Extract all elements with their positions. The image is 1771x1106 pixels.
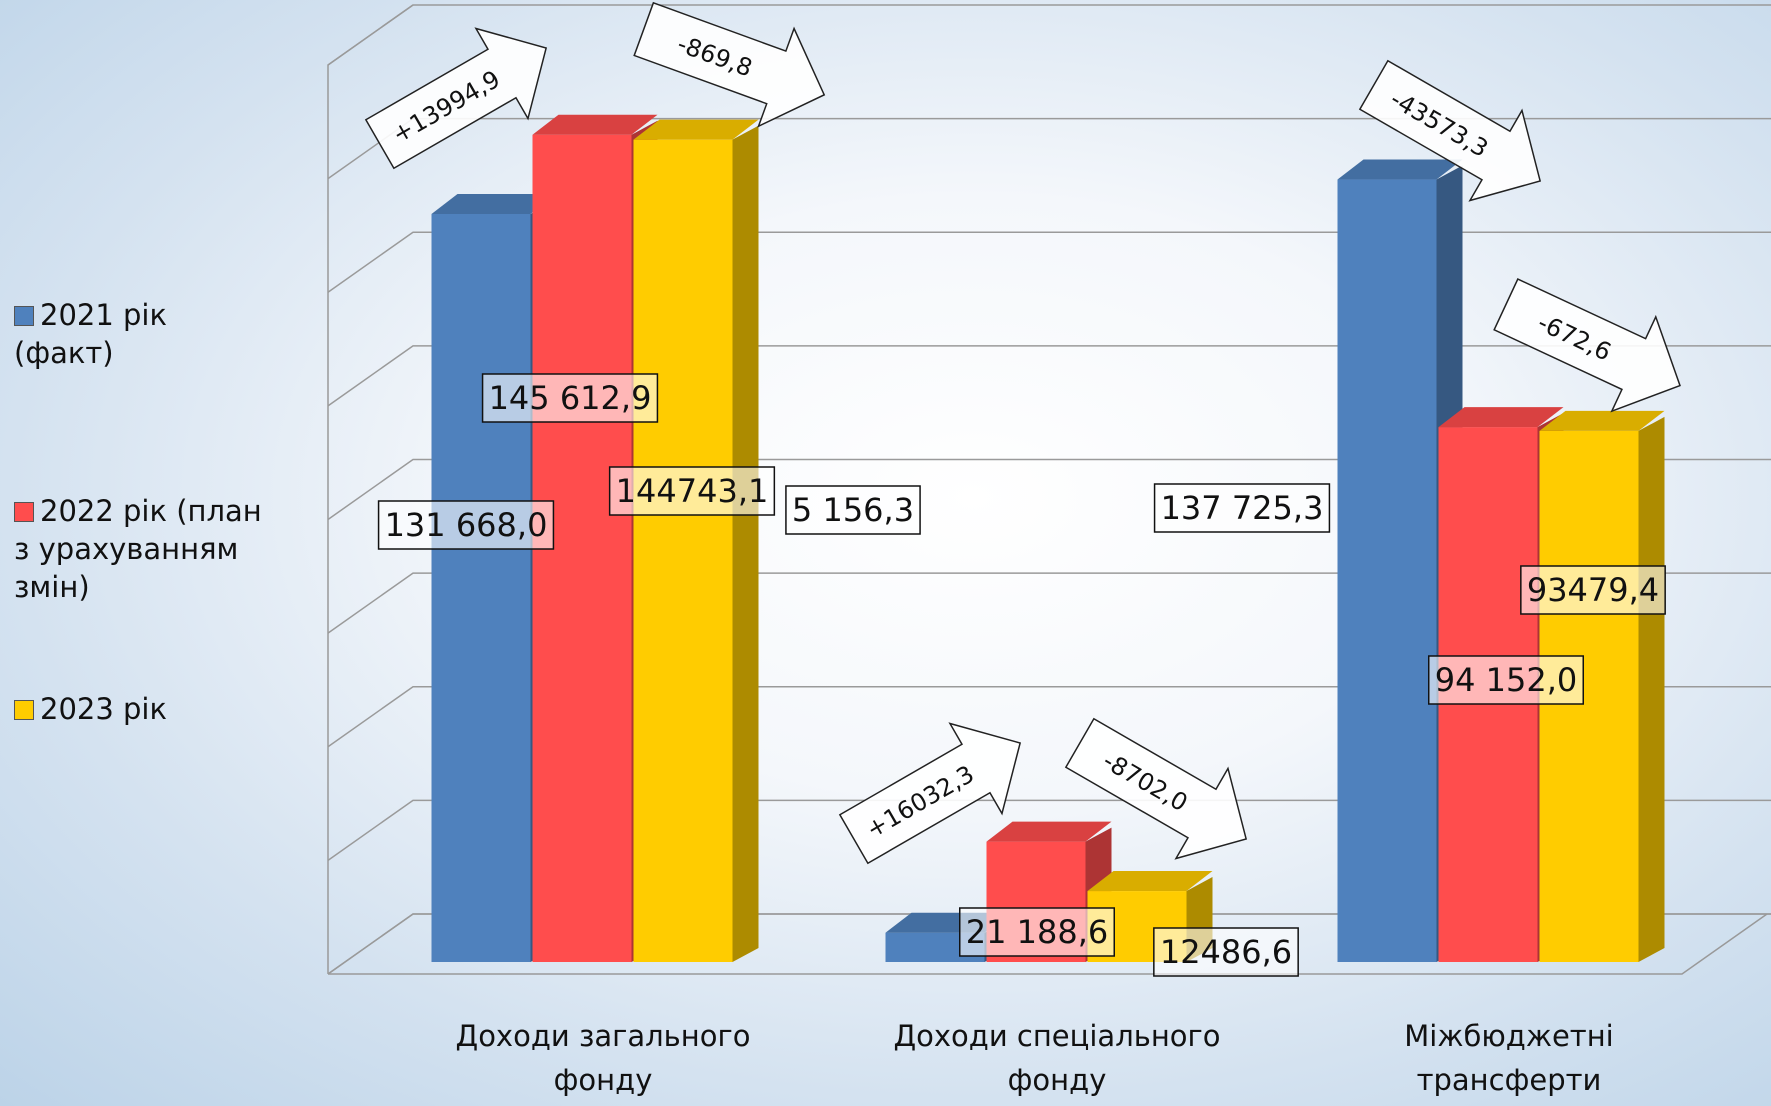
bar-top — [1087, 871, 1213, 892]
legend-swatch — [14, 306, 34, 326]
x-tick-label: Доходи загального фонду — [455, 1019, 751, 1097]
legend-item: 2023 рік — [14, 690, 264, 728]
bar — [633, 139, 733, 962]
bar-side — [1638, 416, 1665, 962]
bar-top — [1438, 407, 1564, 428]
value-label-box — [608, 466, 776, 516]
value-label-text: 145 612,9 — [489, 379, 652, 417]
legend-label: 2023 рік — [40, 692, 168, 726]
arrow-shape — [364, 27, 548, 170]
legend-item: 2022 рік (план з урахуванням змін) — [14, 492, 264, 606]
value-label-text: 131 668,0 — [385, 506, 548, 544]
value-label-box — [785, 485, 921, 535]
value-label: 94 152,0 — [1428, 655, 1584, 705]
value-label-box — [1520, 565, 1666, 615]
value-label: 12486,6 — [1153, 927, 1299, 977]
value-label-text: 12486,6 — [1160, 933, 1292, 971]
value-label-text: 137 725,3 — [1161, 489, 1324, 527]
grid-line — [327, 913, 1771, 975]
bar-top — [431, 193, 557, 214]
grid-line — [327, 686, 1771, 748]
value-label: 93479,4 — [1520, 565, 1666, 615]
bar-side — [732, 125, 759, 962]
value-label: 131 668,0 — [377, 500, 555, 550]
grid-line — [327, 799, 1771, 861]
value-label-text: 21 188,6 — [966, 913, 1109, 951]
value-label-box — [959, 907, 1115, 957]
bar — [431, 213, 531, 962]
bar — [1337, 179, 1437, 962]
value-label-box — [1153, 927, 1299, 977]
value-label-box — [377, 500, 555, 550]
value-label: 145 612,9 — [481, 373, 659, 423]
legend-swatch — [14, 502, 34, 522]
bar-top — [1337, 159, 1463, 180]
legend-swatch — [14, 700, 34, 720]
arrow-shape — [1493, 278, 1681, 413]
value-label-box — [481, 373, 659, 423]
arrow-shape — [838, 722, 1022, 865]
value-label-box — [1153, 483, 1331, 533]
grid-line — [327, 345, 1771, 407]
grid-line — [327, 231, 1771, 293]
arrow-shape — [1064, 717, 1248, 860]
bar-top — [633, 119, 759, 140]
grid-line — [327, 458, 1771, 521]
value-label-text: 5 156,3 — [792, 491, 914, 529]
legend-item: 2021 рік (факт) — [14, 296, 264, 372]
value-label-text: 93479,4 — [1527, 571, 1659, 609]
arrow-shape — [1358, 59, 1542, 202]
change-arrow: -869,8 — [633, 1, 826, 128]
value-label: 5 156,3 — [785, 485, 921, 535]
change-arrow: -672,6 — [1493, 278, 1681, 413]
arrow-shape — [633, 1, 826, 128]
legend-label: 2021 рік (факт) — [14, 298, 168, 370]
bar-top — [532, 114, 658, 135]
value-label-box — [1428, 655, 1584, 705]
x-tick-label: Міжбюджетні трансферти — [1404, 1019, 1614, 1097]
change-arrow: +16032,3 — [838, 722, 1022, 865]
x-tick-label: Доходи спеціального фонду — [893, 1019, 1221, 1097]
value-label: 21 188,6 — [959, 907, 1115, 957]
value-label-text: 144743,1 — [616, 472, 769, 510]
bar-top — [986, 821, 1112, 842]
legend-label: 2022 рік (план з урахуванням змін) — [14, 494, 262, 604]
value-label: 137 725,3 — [1153, 483, 1331, 533]
grid-line — [327, 4, 1771, 66]
value-label-text: 94 152,0 — [1435, 661, 1578, 699]
grid-line — [327, 572, 1771, 634]
value-label: 144743,1 — [608, 466, 776, 516]
floor-front — [328, 913, 1768, 975]
bar-top — [1539, 410, 1665, 431]
